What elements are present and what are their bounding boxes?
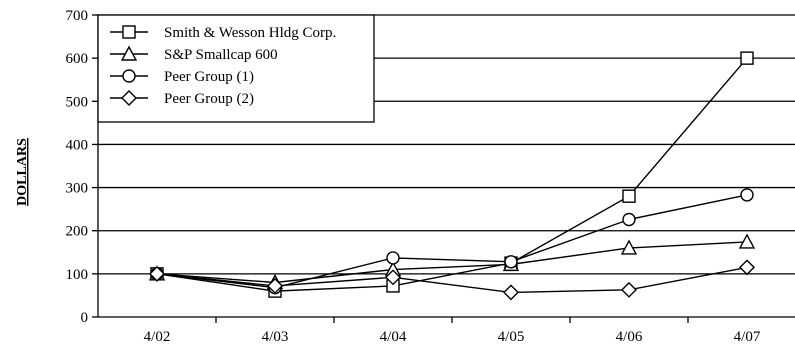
legend-marker-square xyxy=(123,26,135,38)
x-tick-label: 4/02 xyxy=(144,329,171,345)
data-point-diamond xyxy=(622,283,636,297)
legend: Smith & Wesson Hldg Corp. S&P Smallcap 60… xyxy=(98,15,374,122)
legend-label: S&P Smallcap 600 xyxy=(164,47,278,63)
data-point-circle xyxy=(623,213,635,225)
x-tick-label: 4/04 xyxy=(380,329,407,345)
legend-marker-circle xyxy=(123,70,135,82)
markers-circle xyxy=(151,189,753,294)
data-point-circle xyxy=(741,189,753,201)
series-line xyxy=(157,242,747,283)
data-point-diamond xyxy=(504,285,518,299)
data-point-square xyxy=(623,190,635,202)
y-axis-label: DOLLARS xyxy=(15,138,30,206)
y-tick-label: 700 xyxy=(66,8,89,24)
x-tick-label: 4/07 xyxy=(734,329,761,345)
y-tick-label: 0 xyxy=(81,310,89,326)
legend-label: Smith & Wesson Hldg Corp. xyxy=(164,25,336,41)
data-point-square xyxy=(741,52,753,64)
series-triangle xyxy=(157,242,747,283)
y-tick-label: 100 xyxy=(66,267,89,283)
data-point-diamond xyxy=(740,260,754,274)
x-tick-label: 4/06 xyxy=(616,329,643,345)
data-point-triangle xyxy=(740,235,754,248)
legend-label: Peer Group (2) xyxy=(164,91,254,107)
x-tick-label: 4/05 xyxy=(498,329,525,345)
y-tick-label: 600 xyxy=(66,51,89,67)
data-point-circle xyxy=(505,256,517,268)
data-point-circle xyxy=(387,252,399,264)
x-tick-label: 4/03 xyxy=(262,329,289,345)
y-tick-label: 500 xyxy=(66,94,89,110)
y-tick-label: 300 xyxy=(66,181,89,197)
legend-label: Peer Group (1) xyxy=(164,69,254,85)
y-tick-label: 200 xyxy=(66,224,89,240)
y-tick-label: 400 xyxy=(66,137,89,153)
